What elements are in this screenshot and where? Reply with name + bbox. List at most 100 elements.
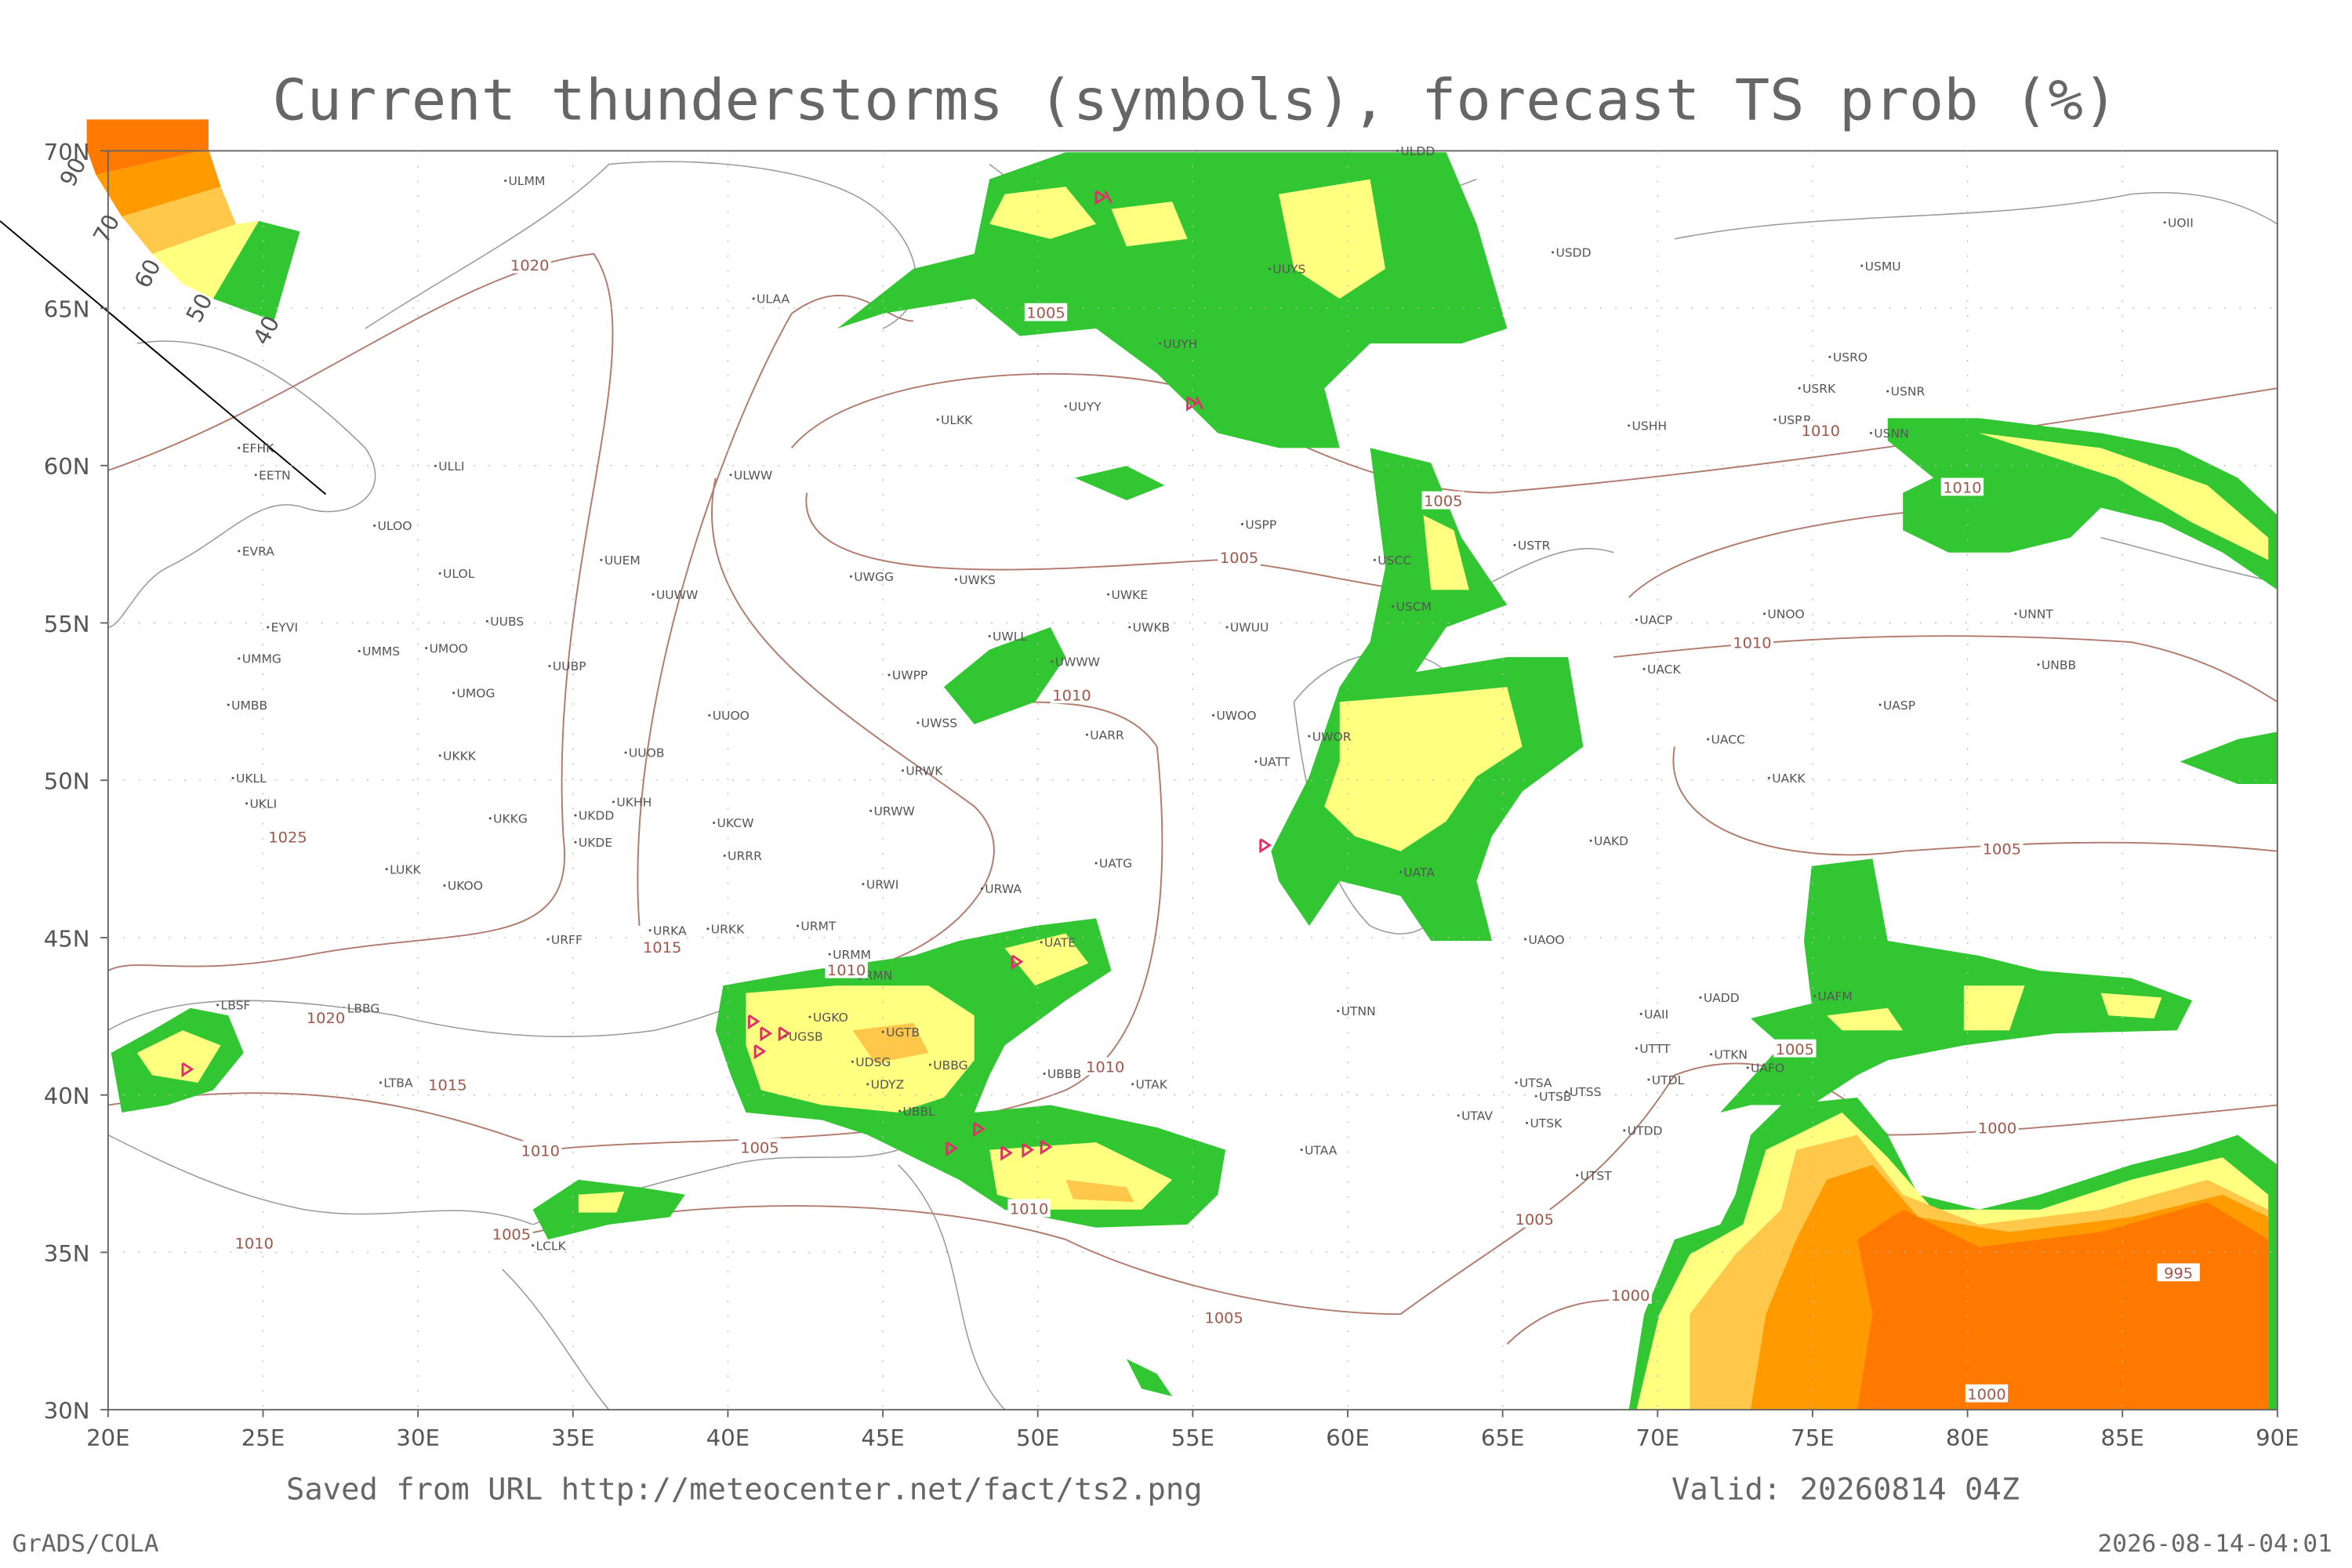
station-dot: [1635, 1047, 1638, 1050]
station-label: UKDD: [579, 809, 614, 823]
station-label: UTDL: [1652, 1073, 1685, 1087]
station-dot: [1399, 870, 1402, 873]
lon-label: 40E: [706, 1425, 750, 1451]
isobar-label: 1005: [1026, 304, 1065, 322]
isobar-label: 1015: [643, 938, 681, 956]
lon-label: 50E: [1016, 1425, 1059, 1451]
station-dot: [385, 868, 388, 871]
station-label: ULKK: [941, 413, 973, 427]
station-label: USNN: [1874, 426, 1908, 441]
station-dot: [358, 649, 361, 653]
legend-swatch: [212, 220, 300, 321]
lon-label: 55E: [1171, 1425, 1214, 1451]
station-dot: [1064, 405, 1067, 408]
station-dot: [548, 665, 551, 668]
isobar-label-bg: [1965, 1384, 2009, 1403]
isobar-label-bg: [426, 1075, 470, 1094]
station-dot: [1647, 1078, 1650, 1081]
station-label: URWW: [874, 804, 915, 818]
isobar-label: 1005: [1515, 1210, 1554, 1229]
station-dot: [1746, 1066, 1749, 1069]
isobar-label: 1020: [510, 256, 549, 274]
isobar-label: 1025: [268, 828, 307, 846]
station-dot: [1623, 1129, 1626, 1132]
lat-label: 55N: [44, 611, 90, 637]
legend-swatch: [96, 149, 221, 217]
station-dot: [1040, 941, 1043, 944]
station-dot: [1699, 996, 1702, 999]
station-dot: [1392, 604, 1395, 608]
station-label: LUKK: [390, 862, 422, 877]
station-label: UASP: [1883, 699, 1915, 713]
lon-label: 60E: [1326, 1425, 1369, 1451]
station-dot: [1526, 1121, 1529, 1124]
isobar-label-bg: [825, 960, 868, 978]
station-dot: [1576, 1174, 1579, 1177]
isobar-label-bg: [1007, 1199, 1051, 1218]
isobar-label-bg: [490, 1224, 533, 1243]
station-dot: [936, 418, 939, 421]
station-label: URWI: [866, 877, 898, 891]
station-dot: [546, 938, 550, 941]
station-label: UUBS: [490, 615, 524, 629]
isobar-label: 1005: [1424, 492, 1462, 510]
station-label: UGTB: [886, 1025, 920, 1040]
station-label: UMOO: [430, 642, 468, 656]
lon-label: 75E: [1791, 1425, 1834, 1451]
station-dot: [1396, 149, 1399, 152]
station-dot: [1773, 418, 1777, 421]
isobar-label-bg: [1730, 633, 1774, 652]
station-dot: [862, 883, 865, 886]
station-label: UAKD: [1594, 834, 1628, 848]
station-dot: [784, 1035, 787, 1038]
isobar-label: 1010: [1733, 634, 1771, 652]
lat-label: 70N: [44, 139, 90, 165]
legend-swatch: [122, 187, 236, 254]
station-label: LTBA: [383, 1076, 413, 1091]
station-label: URMM: [833, 948, 871, 962]
isobar-label: 1010: [1802, 422, 1840, 440]
source-note: Saved from URL http://meteocenter.net/fa…: [286, 1472, 1203, 1508]
lat-label: 65N: [44, 296, 90, 323]
station-dot: [425, 647, 428, 650]
station-label: UTNN: [1341, 1004, 1376, 1018]
station-label: UUWW: [656, 588, 698, 602]
station-dot: [443, 884, 446, 887]
isobar-label: 1005: [1220, 549, 1258, 567]
station-dot: [928, 1063, 931, 1066]
station-label: UMBB: [231, 699, 267, 713]
station-label: UWSS: [921, 717, 957, 731]
isobar-label: 995: [2164, 1265, 2193, 1283]
station-label: USMU: [1865, 260, 1901, 274]
isobar-label: 1010: [1010, 1200, 1048, 1218]
station-label: UWOO: [1216, 709, 1256, 723]
isobar-label-bg: [304, 1007, 347, 1026]
isobar-label-bg: [519, 1141, 562, 1160]
station-dot: [828, 953, 831, 956]
station-label: UTKN: [1714, 1048, 1748, 1062]
station-label: UTAA: [1305, 1144, 1338, 1158]
lon-label: 35E: [551, 1425, 594, 1451]
station-dot: [808, 1015, 811, 1018]
station-dot: [434, 464, 437, 467]
station-dot: [901, 769, 905, 772]
station-dot: [1128, 626, 1131, 629]
isobar-label-bg: [233, 1233, 276, 1252]
isobar-label-bg: [1218, 548, 1261, 566]
station-label: USTR: [1518, 539, 1551, 553]
station-label: UUOO: [713, 709, 750, 723]
station-label: USDD: [1555, 246, 1591, 260]
isobar-label: 1005: [1776, 1040, 1814, 1058]
station-label: UTAK: [1136, 1078, 1168, 1092]
station-dot: [1707, 738, 1710, 741]
station-label: UUYY: [1069, 400, 1102, 414]
isobar-label: 1000: [1978, 1120, 2016, 1138]
station-dot: [869, 809, 873, 812]
station-dot: [1337, 1010, 1340, 1013]
station-dot: [1813, 994, 1817, 997]
station-label: UWWW: [1055, 655, 1100, 670]
station-dot: [1308, 735, 1311, 738]
station-dot: [980, 887, 983, 890]
station-dot: [504, 179, 507, 182]
station-label: EFHK: [242, 441, 275, 456]
